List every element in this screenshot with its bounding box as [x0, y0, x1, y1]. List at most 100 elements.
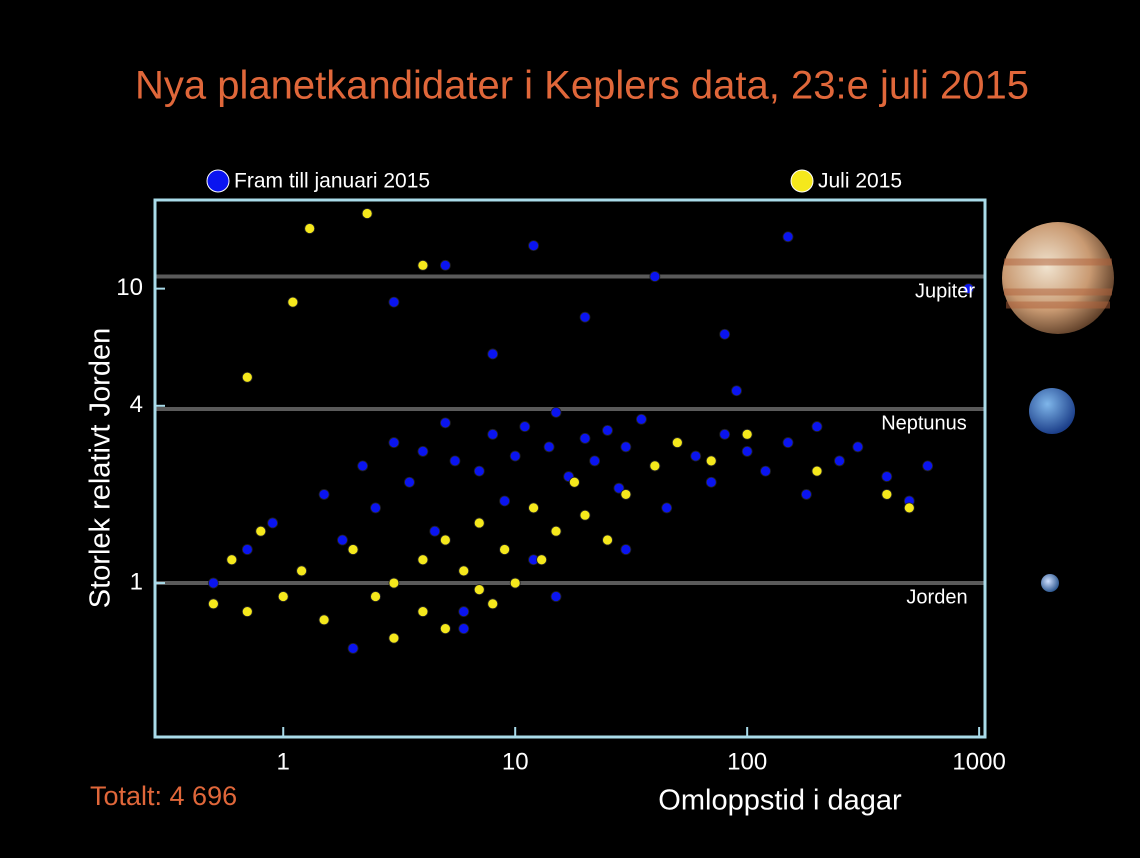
point	[528, 502, 539, 514]
point	[417, 606, 429, 617]
point	[417, 445, 429, 457]
x-tick-label: 1	[277, 748, 290, 775]
point	[458, 623, 470, 635]
point	[241, 371, 253, 383]
legend-label: Fram till januari 2015	[234, 170, 430, 193]
point	[449, 455, 461, 467]
point	[963, 283, 974, 295]
point	[579, 311, 591, 323]
point	[922, 460, 934, 472]
point	[811, 421, 823, 432]
point	[620, 489, 632, 500]
point	[388, 632, 400, 644]
y-tick-label: 4	[130, 391, 143, 418]
point	[550, 406, 562, 418]
point	[782, 437, 794, 448]
point	[473, 517, 485, 529]
point	[458, 565, 470, 577]
y-tick-label: 1	[130, 568, 143, 595]
point	[487, 428, 499, 440]
point	[620, 441, 632, 453]
point	[800, 489, 812, 500]
point	[388, 296, 400, 308]
point	[705, 476, 717, 488]
point	[636, 413, 647, 425]
point	[417, 554, 429, 566]
x-tick-label: 10	[502, 748, 529, 775]
point	[439, 534, 451, 546]
point	[370, 502, 381, 514]
point	[903, 502, 915, 514]
point	[361, 208, 373, 219]
point	[318, 614, 330, 626]
plot-frame	[153, 198, 987, 739]
point	[499, 544, 510, 555]
point	[649, 271, 661, 282]
point	[509, 450, 521, 462]
point	[439, 417, 451, 429]
point	[318, 489, 330, 500]
point	[255, 525, 267, 537]
point	[473, 465, 485, 477]
point	[782, 231, 794, 243]
point	[719, 328, 731, 340]
point	[241, 544, 253, 555]
point	[439, 259, 451, 271]
point	[473, 584, 485, 596]
point	[602, 424, 613, 436]
point	[690, 450, 702, 462]
point	[834, 455, 845, 467]
point	[337, 534, 348, 546]
point	[719, 428, 731, 440]
jupiter-icon	[1002, 222, 1114, 334]
reference-label: Jorden	[906, 586, 967, 608]
point	[417, 259, 429, 271]
point	[226, 554, 238, 566]
legend-marker	[206, 169, 230, 193]
chart-title: Nya planetkandidater i Keplers data, 23:…	[135, 64, 1029, 108]
point	[550, 525, 562, 537]
point	[579, 432, 591, 444]
x-tick-label: 100	[727, 748, 767, 775]
point	[208, 598, 219, 610]
point	[671, 437, 683, 448]
point	[357, 460, 369, 472]
point	[388, 437, 400, 448]
point	[296, 565, 308, 577]
point	[705, 455, 717, 467]
y-axis-label: Storlek relativt Jorden	[85, 328, 117, 608]
point	[550, 591, 562, 602]
point	[487, 598, 499, 610]
jupiter-bands	[1004, 258, 1112, 309]
point	[347, 544, 359, 555]
point	[602, 534, 613, 546]
point	[589, 455, 601, 467]
point	[509, 577, 521, 589]
point	[287, 296, 299, 308]
point	[741, 445, 753, 457]
point	[487, 348, 499, 360]
point	[661, 502, 673, 514]
earth-icon	[1041, 574, 1059, 592]
point	[370, 591, 381, 602]
point	[458, 606, 470, 617]
plot-area	[155, 208, 985, 654]
point	[499, 495, 510, 507]
point	[543, 441, 555, 453]
point	[536, 554, 548, 566]
point	[267, 517, 279, 529]
point	[439, 623, 451, 635]
point	[388, 577, 400, 589]
point	[852, 441, 864, 453]
point	[881, 489, 893, 500]
point	[620, 544, 632, 555]
point	[569, 476, 580, 488]
point	[528, 240, 539, 252]
legend-marker	[790, 169, 814, 193]
x-tick-label: 1000	[952, 748, 1005, 775]
point	[881, 471, 893, 482]
reference-label: Jupiter	[915, 280, 975, 302]
point	[613, 482, 625, 494]
